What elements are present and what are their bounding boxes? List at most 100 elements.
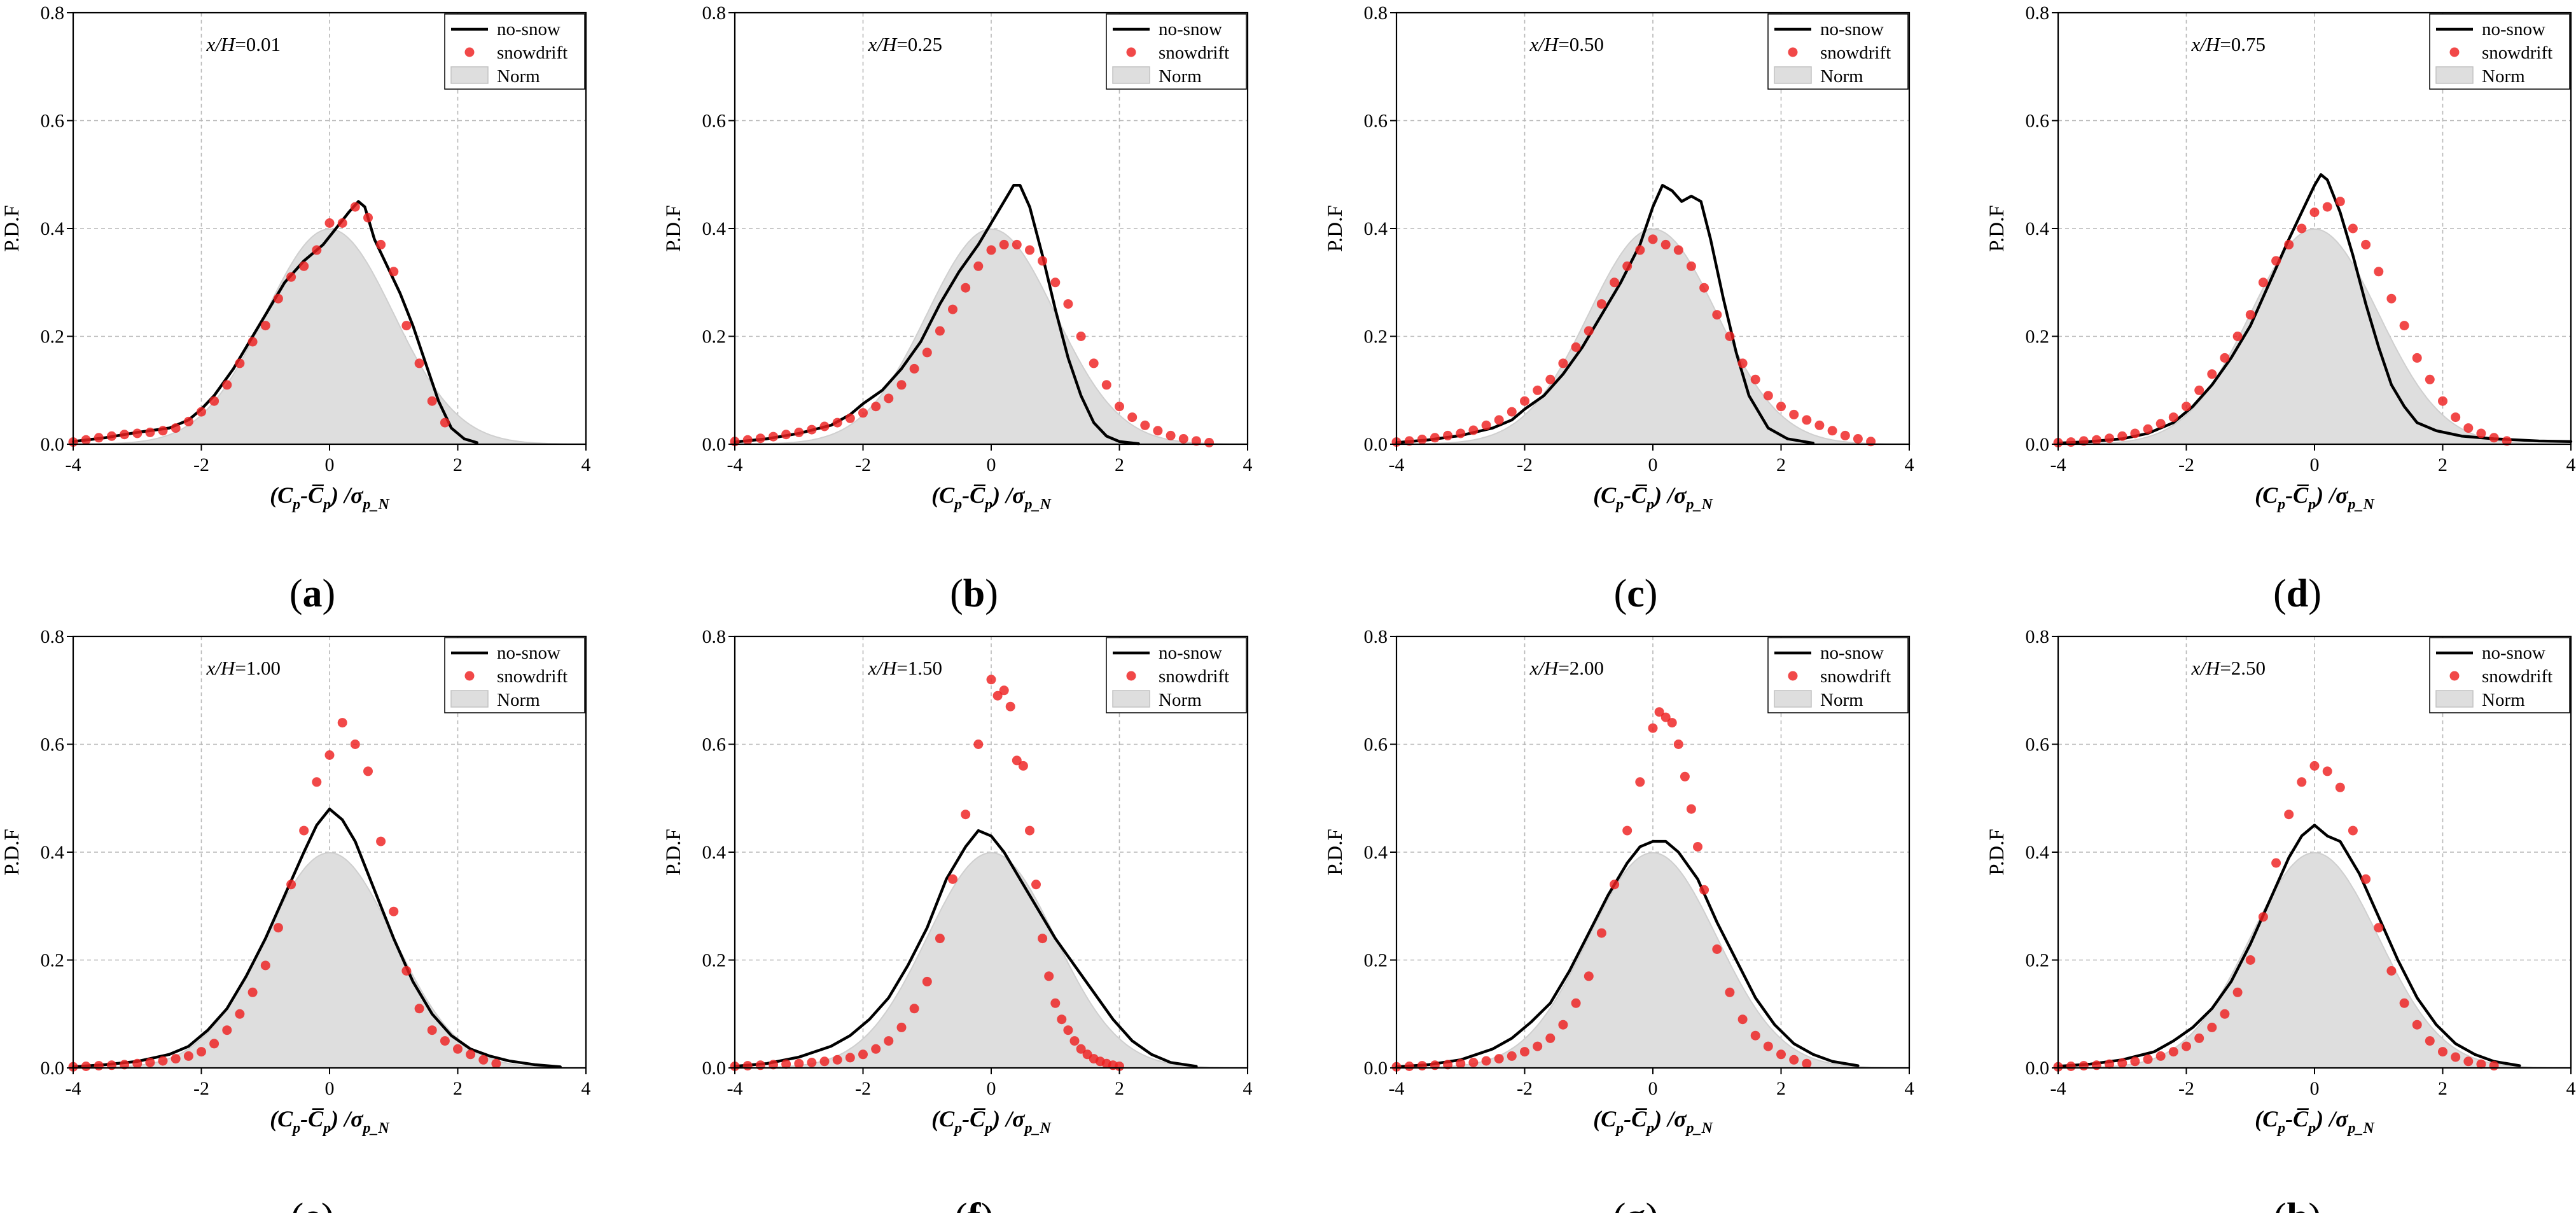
x-label-part: ) /σ [2314,1106,2349,1132]
legend-norm-label: Norm [497,690,540,710]
snowdrift-point [2335,782,2345,792]
legend: no-snow snowdrift Norm [1106,637,1247,713]
snowdrift-point [1699,283,1709,293]
snowdrift-point [478,1055,489,1065]
y-tick-label: 0.4 [2026,842,2050,863]
snowdrift-point [999,685,1009,696]
y-tick-label: 0.4 [702,842,727,863]
snowdrift-point [1038,934,1048,944]
snowdrift-point [1571,998,1581,1008]
snowdrift-point [2451,412,2461,423]
x-tick-label: 0 [325,1078,335,1099]
snowdrift-point [120,430,130,440]
snowdrift-point [1840,430,1850,440]
y-tick-label: 0.0 [1364,434,1388,455]
snowdrift-point [2105,1059,2115,1069]
snowdrift-point [94,433,104,443]
snowdrift-point [2284,239,2294,249]
snowdrift-point [2078,436,2089,446]
x-label-part: ) /σ [1652,482,1687,508]
snowdrift-point [132,428,143,438]
x-tick-label: 2 [453,454,463,475]
x-axis-label: (Cp-C̅p) /σp_N [270,482,390,513]
x-label-part: ) /σ [991,1106,1026,1132]
y-tick-label: 0.0 [702,1058,727,1079]
panel-label-part: ( [1613,1196,1626,1213]
snowdrift-point [209,396,219,406]
panel-label-part: ( [2273,572,2287,615]
y-tick-label: 0.4 [41,218,65,239]
snowdrift-point [389,906,399,916]
legend-norm-swatch [2435,690,2474,708]
snowdrift-point [1725,987,1735,997]
snowdrift-point [858,408,868,418]
panel-label: (b) [950,572,998,615]
x-tick-label: -2 [855,1078,871,1099]
snowdrift-point [1127,412,1138,423]
x-tick-label: 2 [2438,1078,2447,1099]
snowdrift-point [973,740,984,749]
annotation-value: =1.00 [235,657,281,679]
snowdrift-point [769,1060,778,1070]
snowdrift-point [2130,1056,2140,1067]
legend-no-snow-label: no-snow [1159,643,1222,663]
snowdrift-point [2078,1061,2089,1071]
snowdrift-point [2412,353,2422,363]
snowdrift-point [466,1049,476,1060]
x-tick-label: 4 [581,1078,591,1099]
snowdrift-point [1101,380,1111,390]
x-axis-label: (Cp-C̅p) /σp_N [270,1106,390,1137]
panel-annotation: x/H=1.00 [206,657,281,679]
norm-distribution-area [73,852,587,1069]
snowdrift-point [2091,435,2101,445]
panel-label-part: ) [1646,1196,1659,1213]
snowdrift-point [935,326,945,336]
snowdrift-point [1558,358,1568,368]
x-tick-label: -2 [2178,454,2194,475]
snowdrift-point [120,1060,130,1070]
snowdrift-point [145,427,155,437]
snowdrift-point [1622,261,1633,271]
snowdrift-point [1853,434,1863,444]
x-tick-label: 0 [1648,454,1658,475]
snowdrift-point [2463,423,2474,433]
snowdrift-point [832,1055,842,1065]
x-label-part: ) /σ [991,482,1026,508]
snowdrift-point [1443,430,1453,440]
panel-annotation: x/H=2.50 [2191,657,2266,679]
no-snow-line [71,807,562,1069]
x-label-part: p_N [362,496,391,513]
snowdrift-point [807,1058,817,1067]
y-tick-label: 0.6 [41,734,65,755]
x-label-part: - [300,482,308,508]
y-tick-label: 0.0 [1364,1058,1388,1079]
snowdrift-point [1789,409,1799,419]
snowdrift-point [1050,277,1061,288]
snowdrift-point [81,435,91,445]
x-label-part: C̅ [2293,1106,2309,1132]
snowdrift-point [1648,234,1658,244]
snowdrift-point [1417,434,1427,444]
norm-distribution-area [1396,852,1910,1069]
x-label-part: - [300,1106,308,1132]
snowdrift-point [132,1058,143,1069]
snowdrift-point [2374,267,2384,277]
panel-b: -4 -2 0 2 40.00.20.40.60.8P.D.F(Cp-C̅p) /σp_… [662,3,1253,615]
y-tick-label: 0.8 [2026,626,2050,647]
y-tick-label: 0.8 [1364,626,1388,647]
x-tick-label: 4 [581,454,591,475]
panel-label-part: ) [2308,572,2322,615]
y-tick-label: 0.8 [2026,3,2050,24]
legend: no-snow snowdrift Norm [444,13,585,90]
legend: no-snow snowdrift Norm [1767,13,1909,90]
snowdrift-point [1610,277,1620,288]
snowdrift-point [1776,402,1786,412]
snowdrift-point [1153,426,1163,436]
legend-norm-swatch [1112,690,1150,708]
snowdrift-point [1012,239,1022,249]
snowdrift-point [1178,434,1188,444]
snowdrift-point [2220,353,2230,363]
norm-distribution-area [1396,228,1910,445]
panel-label-letter: b [963,572,985,615]
snowdrift-point [2476,1059,2486,1069]
